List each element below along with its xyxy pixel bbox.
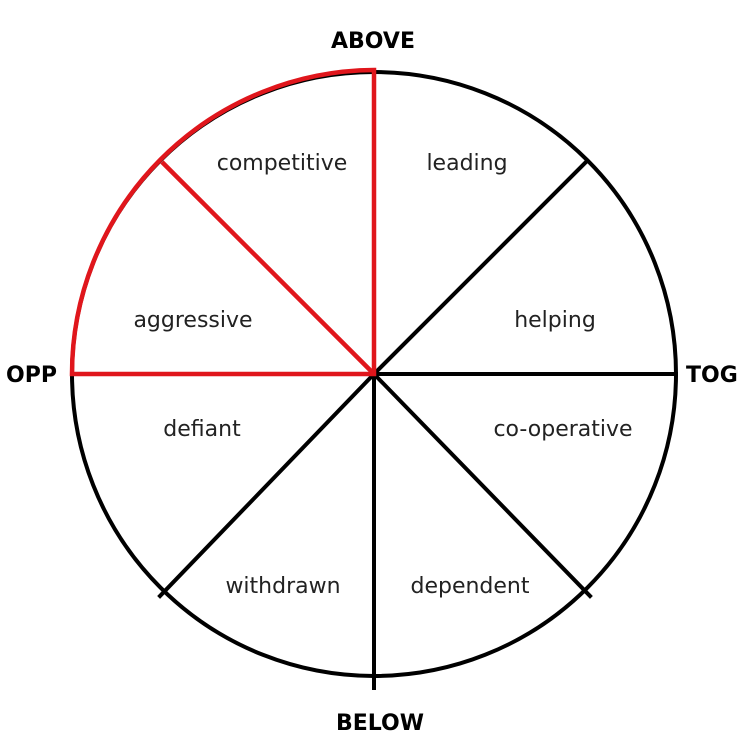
segment-label-withdrawn: withdrawn bbox=[225, 574, 340, 599]
axis-label-above: ABOVE bbox=[331, 29, 415, 54]
segment-label-co-operative: co-operative bbox=[493, 417, 632, 442]
axis-label-tog: TOG bbox=[686, 363, 738, 388]
highlighted-sector-outline bbox=[69, 67, 377, 377]
spoke-upper-right bbox=[371, 158, 590, 377]
highlighted-sector-divider bbox=[160, 160, 376, 376]
axis-label-opp: OPP bbox=[6, 363, 57, 388]
segment-label-dependent: dependent bbox=[410, 574, 529, 599]
segment-label-leading: leading bbox=[426, 151, 507, 176]
segment-label-aggressive: aggressive bbox=[133, 308, 252, 333]
axis-label-below: BELOW bbox=[336, 711, 424, 736]
segment-label-defiant: defiant bbox=[163, 417, 241, 442]
segment-label-helping: helping bbox=[514, 308, 596, 333]
segment-label-competitive: competitive bbox=[217, 151, 348, 176]
spoke-lower-right bbox=[371, 371, 593, 599]
spoke-lower-left bbox=[157, 371, 377, 599]
